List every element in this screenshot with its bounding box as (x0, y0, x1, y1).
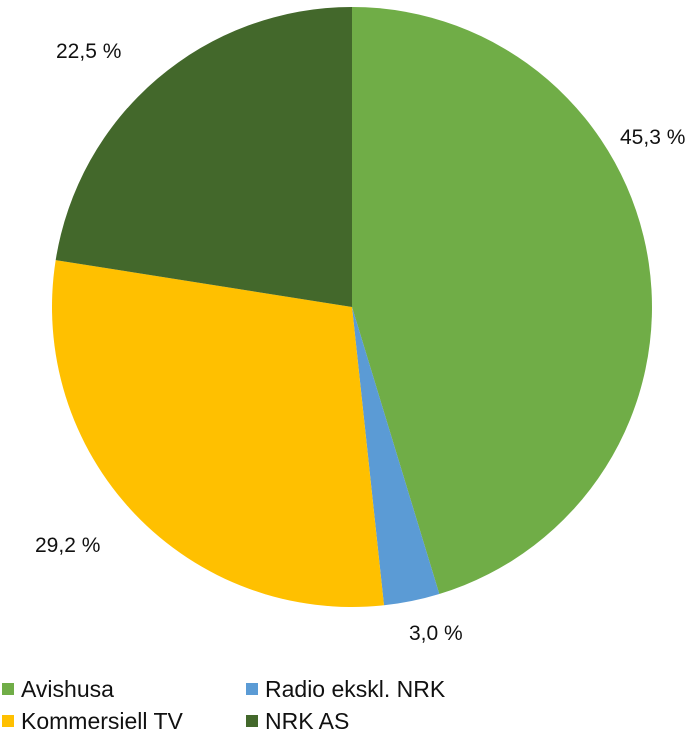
data-label-nrk-as: 22,5 % (56, 40, 121, 63)
pie-data-labels: 45,3 % 3,0 % 29,2 % 22,5 % (35, 40, 685, 645)
legend-item-nrk-as: NRK AS (246, 706, 349, 736)
legend: Avishusa Radio ekskl. NRK Kommersiell TV… (0, 672, 700, 742)
pie-slice-nrk-as (55, 7, 352, 307)
legend-swatch-kommersiell-tv (2, 715, 14, 727)
legend-item-kommersiell-tv: Kommersiell TV (2, 706, 183, 736)
pie-chart: 45,3 % 3,0 % 29,2 % 22,5 % (35, 7, 685, 645)
pie-slice-radio-ekskl-nrk (352, 307, 440, 606)
legend-swatch-radio-ekskl-nrk (246, 683, 258, 695)
legend-item-radio-ekskl-nrk: Radio ekskl. NRK (246, 674, 445, 704)
data-label-kommersiell-tv: 29,2 % (35, 534, 100, 557)
legend-swatch-avishusa (2, 683, 14, 695)
legend-label-avishusa: Avishusa (21, 676, 114, 702)
pie-slice-kommersiell-tv (51, 260, 384, 607)
pie-slice-avishusa (352, 7, 652, 595)
data-label-avishusa: 45,3 % (620, 126, 685, 149)
legend-label-kommersiell-tv: Kommersiell TV (21, 708, 183, 734)
legend-label-nrk-as: NRK AS (265, 708, 350, 734)
legend-swatch-nrk-as (246, 715, 258, 727)
data-label-radio-ekskl-nrk: 3,0 % (409, 622, 463, 645)
legend-item-avishusa: Avishusa (2, 674, 114, 704)
legend-label-radio-ekskl-nrk: Radio ekskl. NRK (265, 676, 446, 702)
pie-slices (51, 7, 652, 607)
